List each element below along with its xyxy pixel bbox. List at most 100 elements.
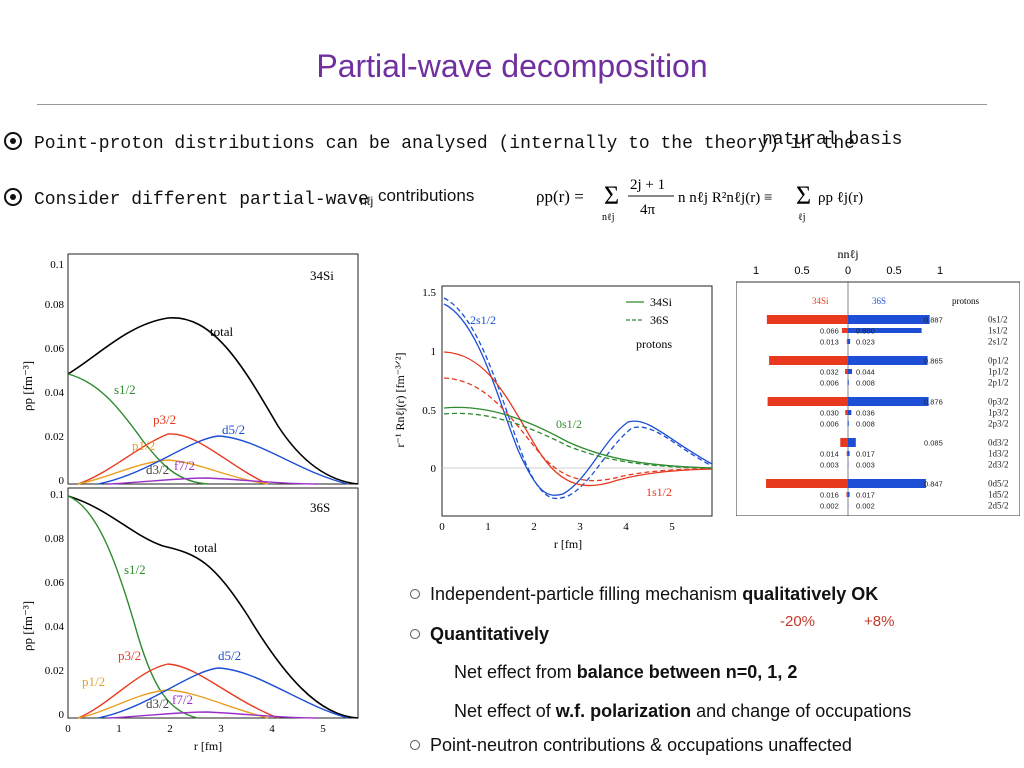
- sub-bullet-icon: [410, 589, 420, 599]
- occ-value-right: 0.008: [856, 420, 875, 429]
- top-p12-label: p1/2: [132, 438, 155, 453]
- bottom-d52-curve: [97, 667, 349, 719]
- note4-bold: w.f. polarization: [555, 701, 692, 721]
- note-5: Point-neutron contributions & occupation…: [410, 735, 852, 756]
- occ-value-left: 0.014: [820, 450, 839, 459]
- legend-34si: 34Si: [650, 295, 673, 309]
- bottom-d32-curve: [107, 711, 319, 719]
- occ-col-header: protons: [952, 296, 979, 306]
- occ-orbital-label: 1p1/2: [988, 367, 1009, 377]
- bullet2-post: nℓj contributions: [360, 186, 475, 208]
- nlj-subscript: nℓj: [360, 194, 374, 208]
- occ-bar-left: [847, 421, 848, 426]
- occ-value-right: 0.876: [924, 398, 943, 407]
- wave-xtick: 5: [669, 521, 675, 533]
- bottom-total-label: total: [194, 540, 217, 555]
- bottom-ylabel: ρp [fm⁻³]: [20, 601, 35, 651]
- bullet-icon: [4, 132, 22, 150]
- occ-value-right: 0.008: [856, 379, 875, 388]
- occ-orbital-label: 0d5/2: [988, 479, 1009, 489]
- occ-bar-right: [848, 315, 930, 324]
- occ-bar-left: [845, 410, 848, 415]
- occ-bar-left: [846, 451, 848, 456]
- top-d52-label: d5/2: [222, 422, 245, 437]
- occ-value-left: 0.066: [820, 327, 839, 336]
- bottom-xlabel: r [fm]: [194, 739, 222, 753]
- occ-value-left: 0.891: [742, 480, 761, 489]
- occ-bar-right: [848, 492, 850, 497]
- occ-value-left: 0.084: [742, 439, 761, 448]
- note2-bold: Quantitatively: [430, 624, 550, 644]
- label-1s: 1s1/2: [646, 485, 672, 499]
- wavefunction-plot: r⁻¹ Rnℓj(r) [fm⁻³ᐟ²] 0 0.5 1 1.5 0 1 2 3…: [388, 280, 718, 552]
- occ-bar-right: [848, 328, 922, 333]
- occ-bar-left: [766, 315, 848, 324]
- sub-bullet-icon: [410, 740, 420, 750]
- occupation-axis-title: nnℓj: [837, 247, 858, 261]
- wave-ytick: 1: [431, 346, 437, 358]
- wave-0s-solid: [443, 406, 713, 469]
- occ-bar-left: [769, 356, 848, 365]
- wave-xtick: 0: [439, 521, 445, 533]
- wave-2s-solid: [443, 303, 713, 496]
- contributions-text: contributions: [377, 186, 475, 205]
- title-divider: [37, 104, 987, 105]
- note3-text: Net effect from: [454, 662, 572, 682]
- top-ytick: 0.02: [45, 431, 64, 443]
- xtick: 4: [269, 723, 275, 735]
- legend-36s: 36S: [650, 313, 669, 327]
- occ-axis-tick: 0.5: [886, 265, 901, 277]
- bullet-icon: [4, 188, 22, 206]
- formula-sum2: Σ: [796, 181, 811, 210]
- occ-value-left: 0.006: [820, 420, 839, 429]
- occ-orbital-label: 2p1/2: [988, 378, 1009, 388]
- wave-xlabel: r [fm]: [554, 537, 582, 551]
- top-total-label: total: [210, 324, 233, 339]
- formula-lhs: ρp(r) =: [536, 187, 584, 206]
- occ-bar-right: [848, 479, 926, 488]
- wave-1s-dashed: [443, 377, 713, 482]
- note-3: Net effect from balance between n=0, 1, …: [454, 662, 797, 683]
- bullet2-text: Consider different partial-wave: [34, 190, 369, 210]
- occ-value-left: 0.030: [820, 409, 839, 418]
- note1-text: Independent-particle filling mechanism: [430, 584, 738, 604]
- top-p12-curve: [77, 459, 269, 485]
- occupation-bars: 0.882 0.887 0s1/2 0.066 0.800 1s1/2 0.013 0.023…: [742, 315, 1009, 511]
- top-ytick: 0.06: [45, 343, 65, 355]
- occ-bar-left: [766, 479, 848, 488]
- xtick: 0: [65, 723, 71, 735]
- bottom-ytick: 0.04: [45, 621, 65, 633]
- occupation-chart: nnℓj 1 0.5 0 0.5 1 34Si 36S protons 0.88…: [736, 246, 1020, 516]
- note5-text: Point-neutron contributions & occupation…: [430, 735, 852, 755]
- note1-bold: qualitatively OK: [742, 584, 879, 604]
- top-total-curve: [67, 317, 359, 485]
- occ-orbital-label: 0p3/2: [988, 397, 1009, 407]
- top-p32-label: p3/2: [153, 412, 176, 427]
- wave-xtick: 1: [485, 521, 491, 533]
- occ-value-left: 0.006: [820, 379, 839, 388]
- occ-bar-left: [847, 380, 848, 385]
- wave-xtick: 4: [623, 521, 629, 533]
- note4-text: Net effect of: [454, 701, 551, 721]
- occ-value-right: 0.002: [856, 502, 875, 511]
- occ-orbital-label: 0s1/2: [988, 315, 1008, 325]
- bottom-ytick: 0: [59, 709, 65, 721]
- occ-orbital-label: 1s1/2: [988, 326, 1008, 336]
- top-nucleus-label: 34Si: [310, 268, 334, 283]
- wave-xtick: 3: [577, 521, 583, 533]
- occ-bar-left: [840, 438, 848, 447]
- occ-value-right: 0.847: [924, 480, 943, 489]
- occ-value-left: 0.882: [742, 316, 761, 325]
- occ-value-right: 0.044: [856, 368, 875, 377]
- occ-value-left: 0.002: [820, 502, 839, 511]
- bottom-ytick: 0.02: [45, 665, 64, 677]
- occupation-frame: [736, 281, 1020, 516]
- top-f72-label: f7/2: [174, 458, 195, 473]
- bullet1-text: Point-proton distributions can be analys…: [34, 134, 855, 154]
- percent-change-si: -20%: [780, 613, 816, 630]
- note3-bold: balance between n=0, 1, 2: [576, 662, 798, 682]
- wave-ylabel: r⁻¹ Rnℓj(r) [fm⁻³ᐟ²]: [393, 353, 407, 448]
- occ-axis-tick: 0: [845, 265, 851, 277]
- wave-ytick: 0: [431, 463, 437, 475]
- top-ylabel: ρp [fm⁻³]: [20, 361, 35, 411]
